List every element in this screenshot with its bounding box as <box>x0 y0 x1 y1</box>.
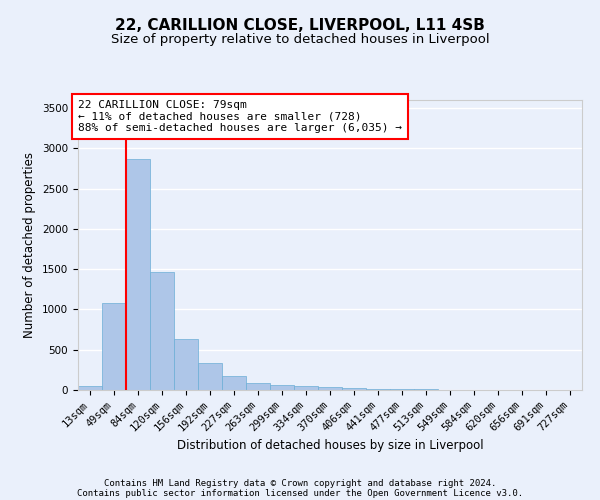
X-axis label: Distribution of detached houses by size in Liverpool: Distribution of detached houses by size … <box>176 439 484 452</box>
Bar <box>318 387 342 390</box>
Bar <box>366 388 390 390</box>
Text: 22, CARILLION CLOSE, LIVERPOOL, L11 4SB: 22, CARILLION CLOSE, LIVERPOOL, L11 4SB <box>115 18 485 32</box>
Bar <box>150 272 174 390</box>
Bar <box>294 386 318 390</box>
Text: Contains HM Land Registry data © Crown copyright and database right 2024.: Contains HM Land Registry data © Crown c… <box>104 478 496 488</box>
Y-axis label: Number of detached properties: Number of detached properties <box>23 152 37 338</box>
Bar <box>222 376 246 390</box>
Bar <box>78 386 102 390</box>
Bar <box>174 339 198 390</box>
Text: Size of property relative to detached houses in Liverpool: Size of property relative to detached ho… <box>110 32 490 46</box>
Text: 22 CARILLION CLOSE: 79sqm
← 11% of detached houses are smaller (728)
88% of semi: 22 CARILLION CLOSE: 79sqm ← 11% of detac… <box>78 100 402 133</box>
Bar <box>246 383 270 390</box>
Bar <box>126 159 150 390</box>
Bar <box>198 362 222 390</box>
Bar <box>102 303 126 390</box>
Bar <box>342 388 366 390</box>
Bar <box>390 389 414 390</box>
Text: Contains public sector information licensed under the Open Government Licence v3: Contains public sector information licen… <box>77 488 523 498</box>
Bar <box>270 385 294 390</box>
